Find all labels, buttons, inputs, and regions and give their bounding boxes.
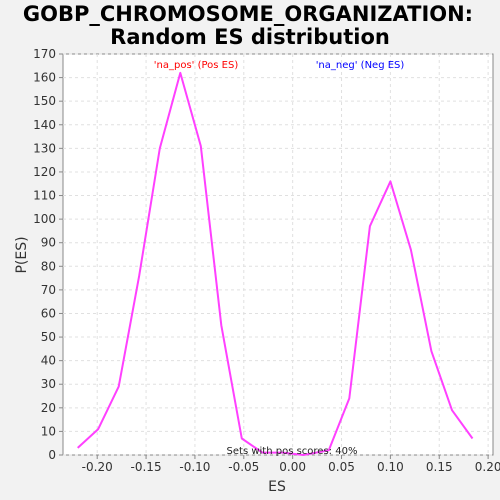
pos-es-label: 'na_pos' (Pos ES) xyxy=(154,60,239,71)
x-tick-label: -0.05 xyxy=(228,460,259,474)
y-tick-label: 120 xyxy=(33,165,56,179)
x-axis: -0.20 -0.15 -0.10 -0.05 0.00 0.05 0.10 0.15 0.20 xyxy=(82,455,500,474)
y-tick-label: 110 xyxy=(33,189,56,203)
x-tick-label: -0.10 xyxy=(179,460,210,474)
y-axis: 0 10 20 30 40 50 60 70 80 90 100 110 120 130 140 150 160… xyxy=(33,47,63,462)
y-tick-label: 100 xyxy=(33,212,56,226)
x-tick-label: 0.15 xyxy=(426,460,453,474)
y-tick-label: 0 xyxy=(48,448,56,462)
y-tick-label: 60 xyxy=(41,306,56,320)
y-tick-label: 170 xyxy=(33,47,56,61)
x-tick-label: 0.20 xyxy=(475,460,500,474)
x-tick-label: 0.00 xyxy=(279,460,306,474)
y-tick-label: 70 xyxy=(41,283,56,297)
x-tick-label: -0.15 xyxy=(131,460,162,474)
y-tick-label: 150 xyxy=(33,94,56,108)
chart-title-line1: GOBP_CHROMOSOME_ORGANIZATION: xyxy=(23,2,473,26)
series-group xyxy=(77,71,474,456)
es-distribution-line xyxy=(77,71,474,456)
y-tick-label: 10 xyxy=(41,424,56,438)
y-tick-label: 30 xyxy=(41,377,56,391)
y-tick-label: 20 xyxy=(41,401,56,415)
grid xyxy=(63,53,493,456)
x-tick-label: 0.05 xyxy=(328,460,355,474)
y-tick-label: 90 xyxy=(41,236,56,250)
y-tick-label: 140 xyxy=(33,118,56,132)
y-tick-label: 80 xyxy=(41,259,56,273)
y-tick-label: 50 xyxy=(41,330,56,344)
x-axis-label: ES xyxy=(268,479,286,495)
chart-title-line2: Random ES distribution xyxy=(110,25,390,49)
neg-es-label: 'na_neg' (Neg ES) xyxy=(316,60,405,71)
x-tick-label: -0.20 xyxy=(82,460,113,474)
y-tick-label: 130 xyxy=(33,141,56,155)
y-tick-label: 40 xyxy=(41,354,56,368)
y-tick-label: 160 xyxy=(33,71,56,85)
y-axis-label: P(ES) xyxy=(14,236,30,273)
pos-scores-footer: Sets with pos scores: 40% xyxy=(227,446,358,457)
x-tick-label: 0.10 xyxy=(377,460,404,474)
plot-area xyxy=(62,53,494,456)
